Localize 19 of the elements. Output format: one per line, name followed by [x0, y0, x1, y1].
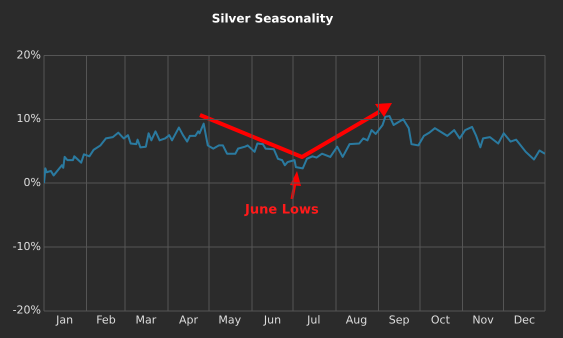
- annotation: June Lows: [244, 202, 319, 218]
- y-tick-label: -10%: [12, 240, 41, 253]
- x-tick-label: Jan: [55, 313, 74, 326]
- x-tick-label: Feb: [96, 313, 116, 326]
- x-tick-label: Jun: [262, 313, 282, 326]
- y-tick-label: 10%: [16, 112, 41, 126]
- x-tick-label: Oct: [430, 313, 451, 326]
- x-tick-label: Jul: [306, 313, 320, 326]
- x-tick-label: Aug: [346, 313, 368, 326]
- x-tick-label: Sep: [388, 313, 410, 326]
- x-tick-label: Nov: [472, 313, 494, 326]
- x-tick-label: Mar: [135, 313, 157, 326]
- chart-title: Silver Seasonality: [212, 11, 334, 26]
- y-tick-label: 20%: [16, 48, 41, 62]
- x-tick-label: Dec: [514, 313, 536, 326]
- y-tick-label: 0%: [24, 176, 41, 189]
- x-tick-label: Apr: [179, 313, 199, 326]
- x-tick-label: May: [218, 313, 242, 326]
- y-tick-label: -20%: [12, 304, 41, 317]
